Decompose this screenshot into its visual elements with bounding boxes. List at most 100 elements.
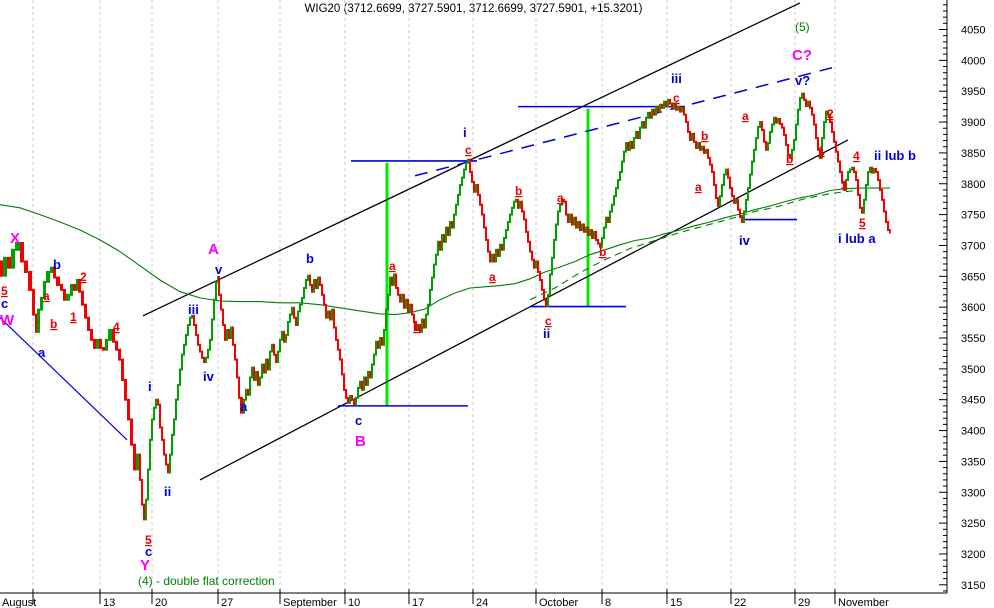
wave-label: b xyxy=(701,129,708,143)
price-bar xyxy=(535,260,537,269)
price-bar xyxy=(84,303,87,319)
price-bar xyxy=(527,230,529,243)
wave-label: a xyxy=(557,191,564,205)
y-axis-tick-label: 4000 xyxy=(961,55,985,67)
price-bar xyxy=(649,111,651,119)
price-bar xyxy=(437,240,439,256)
price-bar xyxy=(415,320,417,331)
price-bar xyxy=(497,248,499,257)
price-bar xyxy=(629,140,631,151)
price-bar xyxy=(108,328,112,341)
price-bar xyxy=(187,324,189,336)
price-bar xyxy=(371,363,373,379)
price-bar xyxy=(481,203,483,216)
price-bar xyxy=(315,279,317,290)
price-bar xyxy=(439,240,441,251)
price-bar xyxy=(99,338,102,349)
price-bar xyxy=(413,313,415,323)
y-axis-tick-label: 3450 xyxy=(961,395,985,407)
price-bar xyxy=(377,340,379,349)
price-bar xyxy=(313,279,315,293)
wave-label: b xyxy=(413,320,420,334)
wave-label: 5 xyxy=(145,533,152,547)
price-bar xyxy=(419,324,421,333)
price-bar xyxy=(287,320,289,336)
price-bar xyxy=(63,288,66,301)
price-bar xyxy=(553,238,555,259)
y-axis-tick-label: 3300 xyxy=(961,487,985,499)
price-bar xyxy=(601,237,603,248)
price-bar xyxy=(307,274,309,282)
x-axis-tick-label: November xyxy=(838,597,889,608)
price-bar xyxy=(667,98,669,108)
price-bar xyxy=(579,221,581,232)
price-bar xyxy=(879,179,881,191)
price-bar xyxy=(90,328,93,341)
price-bar xyxy=(331,308,333,321)
price-bar xyxy=(459,183,461,196)
price-bar xyxy=(787,143,789,156)
price-bar xyxy=(885,210,887,224)
price-bar xyxy=(230,326,232,339)
price-bar xyxy=(605,216,607,229)
price-bar xyxy=(185,333,187,346)
wave-label: c xyxy=(673,91,680,105)
price-bar xyxy=(503,237,505,251)
downtrend-line-blue xyxy=(0,317,128,441)
price-bar xyxy=(479,193,481,206)
price-bar xyxy=(105,338,108,351)
price-bar xyxy=(857,179,859,196)
price-bar xyxy=(887,221,889,232)
x-axis-tick-label: 17 xyxy=(412,597,424,608)
price-bar xyxy=(220,293,222,311)
price-bar xyxy=(581,223,583,232)
price-bar xyxy=(56,276,60,286)
price-bar xyxy=(687,121,689,133)
price-bar xyxy=(671,102,673,109)
price-bar xyxy=(93,338,96,349)
price-bar xyxy=(619,171,621,182)
price-bar xyxy=(269,350,271,371)
price-bar xyxy=(635,130,637,140)
price-bar xyxy=(46,270,50,283)
price-bar xyxy=(757,125,759,140)
price-bar xyxy=(461,176,463,186)
price-bar xyxy=(399,293,401,303)
wave-label: b xyxy=(53,257,61,272)
price-bar xyxy=(815,123,817,140)
price-bar xyxy=(825,110,827,124)
wave-label: A xyxy=(208,241,219,258)
price-bar xyxy=(20,241,24,263)
price-bar xyxy=(853,166,855,174)
price-bar xyxy=(775,116,777,124)
price-bar xyxy=(589,229,591,236)
price-bar xyxy=(807,100,809,108)
price-bar xyxy=(519,200,521,209)
wave-label: 1 xyxy=(818,144,825,158)
price-bar xyxy=(309,274,311,286)
price-bar xyxy=(411,303,413,316)
price-bar xyxy=(597,238,599,245)
price-bar xyxy=(197,333,199,346)
x-axis-tick-label: 27 xyxy=(221,597,233,608)
price-bar xyxy=(533,258,535,269)
price-bar xyxy=(861,206,863,214)
price-bar xyxy=(819,148,821,159)
price-bar xyxy=(35,313,37,333)
price-bar xyxy=(317,276,319,290)
wave-label: a xyxy=(43,289,50,303)
wave-label: 2 xyxy=(80,270,87,284)
wave-label: 5 xyxy=(859,216,866,230)
price-bar xyxy=(136,453,139,471)
price-bar xyxy=(321,283,323,296)
price-bar xyxy=(607,216,609,224)
price-bar xyxy=(261,363,263,379)
price-bar xyxy=(837,150,839,163)
price-bar xyxy=(505,229,507,240)
y-axis-tick-label: 3600 xyxy=(961,302,985,314)
price-bar xyxy=(50,266,53,273)
wave-label: c xyxy=(465,143,472,157)
price-bar xyxy=(143,503,145,521)
